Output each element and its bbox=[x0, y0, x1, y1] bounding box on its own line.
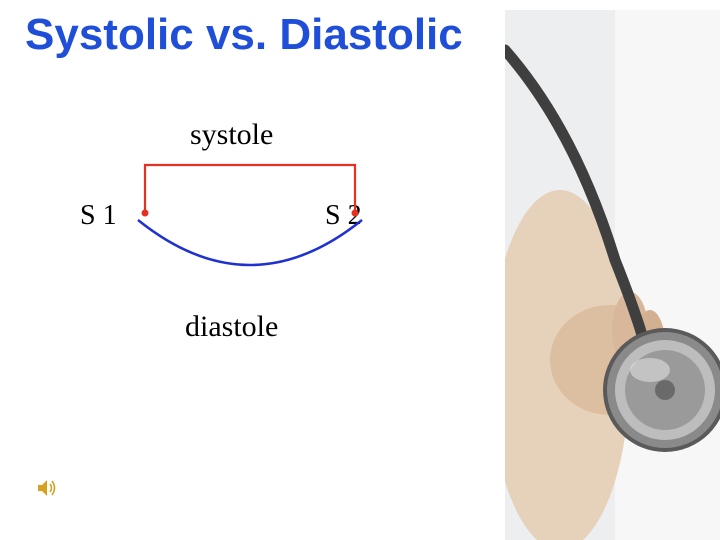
slide-title: Systolic vs. Diastolic bbox=[25, 10, 463, 60]
label-systole: systole bbox=[190, 118, 273, 152]
doctor-stethoscope-image bbox=[505, 10, 720, 540]
speaker-icon[interactable] bbox=[35, 476, 59, 500]
slide: Systolic vs. Diastolic systole S 1 S 2 d… bbox=[0, 0, 720, 540]
systole-diastole-diagram bbox=[100, 155, 400, 355]
